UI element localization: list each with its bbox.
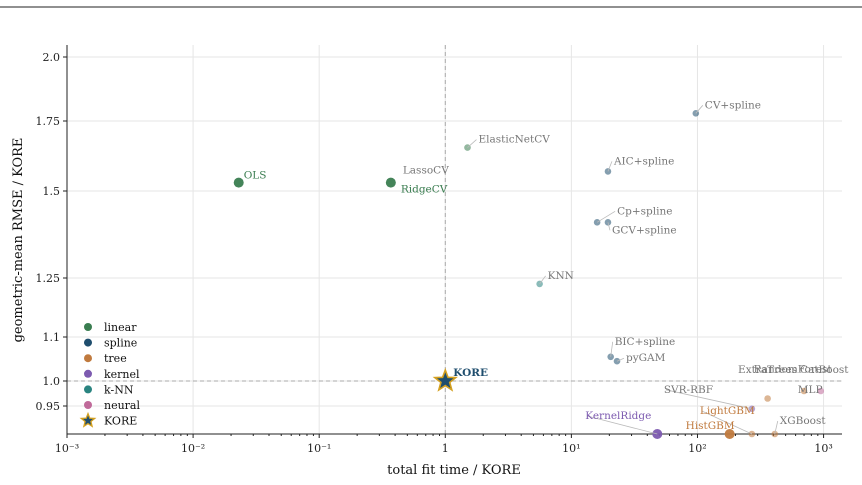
- y-tick-label: 1.0: [43, 375, 61, 388]
- x-tick-label: 10¹: [562, 442, 580, 455]
- y-tick-label: 1.25: [36, 272, 61, 285]
- x-tick-label: 10⁻¹: [307, 442, 331, 455]
- point-label-randomforest: RandomForest: [754, 364, 833, 376]
- point-label-extratrees: ExtraTrees: [738, 364, 797, 376]
- point-marker-histgbm: [724, 429, 735, 439]
- legend-label-kore: KORE: [104, 415, 137, 428]
- point-marker-randomforest: [764, 395, 771, 402]
- y-tick-label: 1.1: [43, 331, 61, 344]
- y-tick-label: 0.95: [36, 400, 61, 413]
- x-tick-label: 1: [442, 442, 449, 455]
- point-label-gcv+spline: GCV+spline: [612, 224, 677, 236]
- x-tick-label: 10³: [814, 442, 832, 455]
- leader-line: [607, 161, 613, 172]
- legend-label-kernel: kernel: [104, 368, 140, 381]
- legend-label-linear: linear: [104, 321, 137, 334]
- y-tick-label: 1.5: [43, 185, 61, 198]
- legend-label-spline: spline: [104, 337, 137, 350]
- point-label-cp+spline: Cp+spline: [617, 205, 672, 217]
- point-marker-mlp: [817, 387, 825, 395]
- x-tick-label: 10⁻³: [55, 442, 79, 455]
- point-label-pygam: pyGAM: [626, 352, 666, 364]
- kore-star-marker: [432, 367, 458, 392]
- y-axis-label: geometric-mean RMSE / KORE: [11, 138, 26, 343]
- legend-label-k-nn: k-NN: [104, 383, 134, 396]
- point-label-ridgecv: RidgeCV: [401, 184, 448, 196]
- data-points: [233, 110, 825, 439]
- point-marker-knn: [536, 280, 543, 288]
- legend-label-tree: tree: [104, 352, 127, 365]
- legend-marker-k-nn: [84, 385, 92, 394]
- leader-line: [596, 210, 616, 223]
- point-label-lassocv: LassoCV: [403, 165, 449, 177]
- point-label-ols: OLS: [244, 170, 267, 182]
- x-axis-ticks: 10⁻³ 10⁻² 10⁻¹ 1 10¹ 10² 10³: [55, 434, 833, 455]
- point-label-catboost: CatBoost: [800, 364, 849, 376]
- leader-line: [587, 415, 658, 435]
- point-label-svr-rbf: SVR-RBF: [664, 384, 713, 396]
- y-tick-label: 2.0: [43, 51, 61, 64]
- y-tick-label: 1.75: [36, 115, 61, 128]
- legend-marker-tree: [84, 354, 92, 363]
- legend-marker-kernel: [84, 369, 92, 378]
- point-label-mlp: MLP: [798, 384, 823, 396]
- legend: linear spline tree kernel k-NN neural KORE: [79, 321, 140, 428]
- point-label-aic+spline: AIC+spline: [613, 155, 674, 167]
- point-labels: OLS LassoCV RidgeCV ElasticNetCV CV+spline AI…: [244, 99, 849, 435]
- leader-line: [610, 341, 614, 357]
- point-label-histgbm: HistGBM: [686, 420, 735, 432]
- leader-line: [467, 139, 477, 148]
- legend-marker-linear: [84, 323, 92, 331]
- point-marker-lassocv: [385, 177, 396, 188]
- legend-marker-neural: [84, 401, 92, 409]
- point-label-xgboost: XGBoost: [780, 415, 827, 427]
- point-label-lightgbm: LightGBM: [700, 405, 755, 417]
- axes: [66, 45, 842, 435]
- point-label-kernelridge: KernelRidge: [585, 410, 651, 422]
- leader-line: [695, 105, 704, 114]
- point-marker-ols: [233, 177, 244, 188]
- point-label-elasticnetcv: ElasticNetCV: [478, 134, 550, 146]
- point-marker-extratrees: [800, 387, 808, 395]
- x-axis-label: total fit time / KORE: [387, 463, 521, 478]
- leader-line: [616, 357, 625, 362]
- x-tick-label: 10⁻²: [181, 442, 205, 455]
- point-label-cv+spline: CV+spline: [705, 99, 761, 111]
- y-axis-ticks: 0.95 1.0 1.1 1.25 1.5 1.75 2.0: [36, 51, 67, 413]
- point-label-knn: KNN: [548, 270, 574, 282]
- legend-marker-spline: [84, 338, 92, 347]
- x-tick-label: 10²: [688, 442, 706, 455]
- point-label-bic+spline: BIC+spline: [615, 336, 676, 348]
- leader-line: [701, 410, 753, 435]
- point-label-kore: KORE: [453, 367, 488, 379]
- legend-label-neural: neural: [104, 399, 140, 412]
- leader-line: [539, 275, 546, 285]
- leader-line: [607, 222, 611, 231]
- leader-line: [774, 420, 779, 435]
- leader-line: [665, 389, 752, 410]
- legend-marker-kore: [79, 411, 97, 428]
